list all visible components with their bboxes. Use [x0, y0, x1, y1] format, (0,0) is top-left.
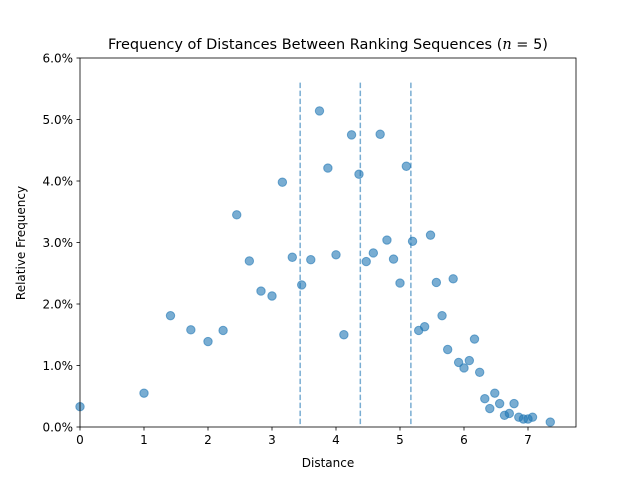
scatter-point: [485, 403, 495, 414]
chart-title-rest: = 5): [512, 37, 548, 53]
scatter-point: [504, 408, 515, 419]
scatter-point: [354, 169, 364, 179]
y-axis-label: Relative Frequency: [14, 186, 28, 300]
scatter-point: [419, 322, 430, 332]
reference-lines: [299, 82, 412, 427]
scatter-point: [407, 236, 418, 246]
y-tick-label: 4.0%: [43, 174, 74, 188]
y-tick-label: 1.0%: [43, 359, 74, 373]
scatter-point: [232, 210, 242, 220]
scatter-point: [545, 417, 555, 427]
x-tick-label: 6: [460, 433, 468, 447]
scatter-point: [314, 106, 325, 116]
y-tick-label: 0.0%: [43, 420, 74, 434]
x-tick-label: 3: [268, 433, 276, 447]
x-tick-label: 7: [524, 433, 532, 447]
scatter-point: [448, 274, 458, 284]
scatter-point: [361, 256, 371, 267]
x-axis-ticks: 0 1 2 3 4 5 6 7: [76, 427, 532, 447]
scatter-point: [395, 278, 405, 288]
scatter-point: [165, 310, 176, 321]
x-tick-label: 1: [140, 433, 148, 447]
x-tick-label: 5: [396, 433, 404, 447]
scatter-point: [186, 325, 196, 335]
scatter-point: [425, 230, 436, 240]
scatter-point: [218, 325, 228, 336]
x-tick-label: 2: [204, 433, 212, 447]
scatter-point: [442, 344, 453, 355]
scatter-point: [494, 398, 505, 409]
y-axis-ticks: 0.0% 1.0% 2.0% 3.0% 4.0% 5.0% 6.0%: [43, 51, 80, 434]
scatter-point: [331, 250, 341, 260]
scatter-point: [490, 388, 500, 398]
scatter-point: [431, 277, 442, 288]
scatter-point: [296, 280, 307, 290]
x-tick-label: 0: [76, 433, 84, 447]
scatter-point: [437, 310, 447, 321]
scatter-point: [480, 394, 490, 404]
scatter-point: [306, 255, 316, 265]
scatter-point: [203, 336, 213, 347]
scatter-point: [277, 177, 288, 187]
scatter-point: [464, 355, 475, 366]
chart-title-n: n: [502, 37, 511, 53]
scatter-point: [527, 412, 538, 422]
scatter-point: [509, 398, 519, 409]
x-axis-label: Distance: [302, 456, 354, 470]
y-tick-label: 6.0%: [43, 51, 74, 65]
scatter-point: [368, 248, 379, 258]
scatter-point: [267, 291, 277, 301]
y-tick-label: 3.0%: [43, 236, 74, 250]
scatter-point: [469, 334, 480, 344]
scatter-point: [474, 367, 485, 377]
scatter-point: [323, 163, 333, 173]
scatter-point: [382, 235, 392, 245]
scatter-point: [401, 161, 412, 171]
y-tick-label: 2.0%: [43, 297, 74, 311]
scatter-point: [459, 363, 469, 373]
scatter-point: [339, 330, 349, 340]
scatter-point: [346, 130, 357, 140]
scatter-point: [256, 286, 266, 296]
scatter-point: [375, 129, 385, 139]
chart-title-main: Frequency of Distances Between Ranking S…: [108, 37, 502, 53]
x-tick-label: 4: [332, 433, 340, 447]
scatter-point: [244, 256, 255, 266]
plot-area: [80, 58, 576, 427]
y-tick-label: 5.0%: [43, 113, 74, 127]
scatter-point: [139, 388, 149, 398]
scatter-point: [287, 252, 297, 262]
scatter-point: [388, 254, 399, 264]
chart-title: Frequency of Distances Between Ranking S…: [108, 37, 548, 53]
scatter-points: [75, 106, 555, 427]
scatter-point: [453, 357, 464, 368]
